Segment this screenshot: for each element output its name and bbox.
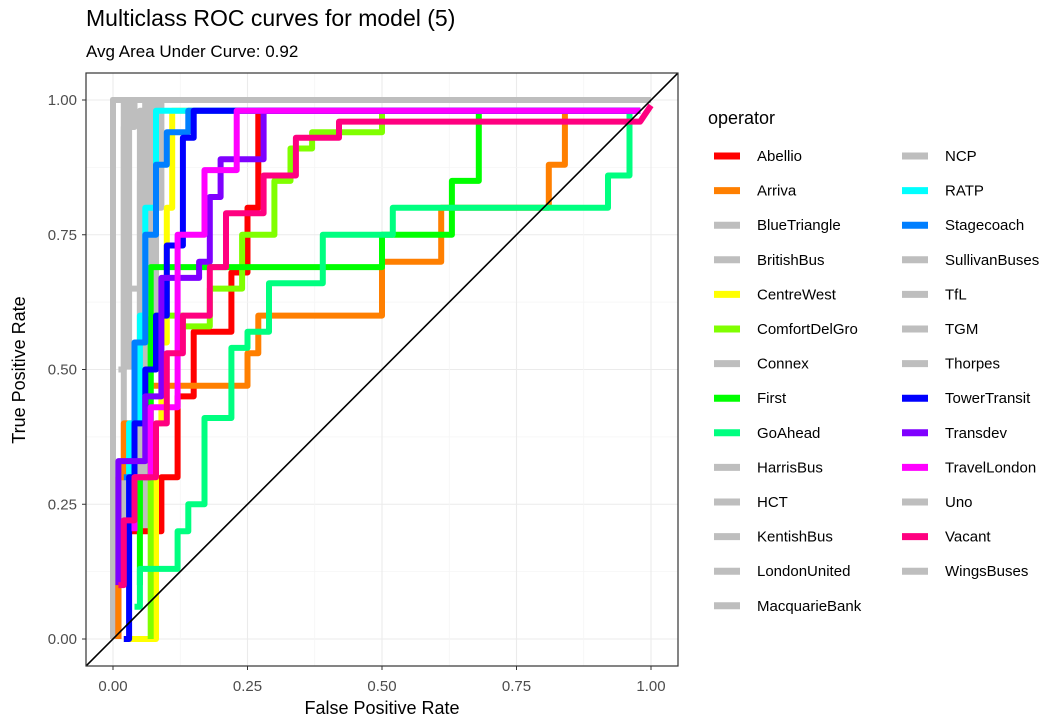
y-tick-label: 0.25 [48, 496, 77, 513]
legend-label-TfL: TfL [945, 286, 967, 303]
legend-label-TGM: TGM [945, 321, 978, 338]
roc-line-GoAhead [134, 107, 641, 610]
legend-label-Abellio: Abellio [757, 148, 802, 165]
legend-label-TravelLondon: TravelLondon [945, 459, 1036, 476]
y-tick-label: 0.75 [48, 227, 77, 244]
x-tick-label: 0.00 [98, 678, 127, 695]
legend-label-Arriva: Arriva [757, 183, 797, 200]
chart-title: Multiclass ROC curves for model (5) [86, 5, 455, 31]
roc-line-grey-step-7 [136, 100, 149, 478]
legend-label-MacquarieBank: MacquarieBank [757, 598, 862, 615]
legend-label-Uno: Uno [945, 494, 973, 511]
y-tick-label: 0.00 [48, 631, 77, 648]
x-axis-title: False Positive Rate [304, 698, 459, 718]
legend-label-ComfortDelGro: ComfortDelGro [757, 321, 858, 338]
roc-line-Abellio [115, 107, 641, 639]
legend-label-Vacant: Vacant [945, 529, 991, 546]
roc-line-Transdev [115, 107, 641, 586]
legend-label-CentreWest: CentreWest [757, 286, 837, 303]
legend-label-BritishBus: BritishBus [757, 252, 825, 269]
y-tick-label: 0.50 [48, 362, 77, 379]
y-tick-label: 1.00 [48, 92, 77, 109]
diagonal-reference-line [86, 73, 678, 666]
roc-line-grey-step-6 [120, 100, 133, 532]
roc-line-Vacant [118, 103, 654, 589]
legend-label-WingsBuses: WingsBuses [945, 563, 1028, 580]
x-tick-label: 0.75 [502, 678, 531, 695]
legend: Abellio Arriva BlueTriangle BritishBus Centr… [714, 148, 1039, 615]
legend-label-HarrisBus: HarrisBus [757, 459, 823, 476]
x-tick-label: 1.00 [636, 678, 665, 695]
legend-label-RATP: RATP [945, 183, 984, 200]
legend-label-KentishBus: KentishBus [757, 529, 833, 546]
y-axis-title: True Positive Rate [9, 296, 29, 443]
legend-label-GoAhead: GoAhead [757, 425, 820, 442]
legend-label-SullivanBuses: SullivanBuses [945, 252, 1039, 269]
x-axis-ticks: 0.00 0.25 0.50 0.75 1.00 [98, 666, 666, 695]
series-layer [110, 97, 654, 642]
roc-line-Stagecoach [123, 107, 641, 481]
legend-label-TowerTransit: TowerTransit [945, 390, 1031, 407]
legend-label-Connex: Connex [757, 356, 809, 373]
roc-line-WingsBuses [110, 97, 651, 639]
legend-label-Transdev: Transdev [945, 425, 1007, 442]
y-axis-ticks: 0.00 0.25 0.50 0.75 1.00 [48, 92, 86, 648]
legend-label-NCP: NCP [945, 148, 977, 165]
roc-line-Arriva [115, 107, 641, 639]
legend-label-BlueTriangle: BlueTriangle [757, 217, 841, 234]
legend-label-Stagecoach: Stagecoach [945, 217, 1024, 234]
legend-label-First: First [757, 390, 787, 407]
chart-subtitle: Avg Area Under Curve: 0.92 [86, 42, 298, 61]
legend-label-Thorpes: Thorpes [945, 356, 1000, 373]
x-tick-label: 0.50 [367, 678, 396, 695]
legend-label-HCT: HCT [757, 494, 788, 511]
x-tick-label: 0.25 [233, 678, 262, 695]
legend-label-LondonUnited: LondonUnited [757, 563, 850, 580]
legend-title: operator [708, 108, 775, 128]
